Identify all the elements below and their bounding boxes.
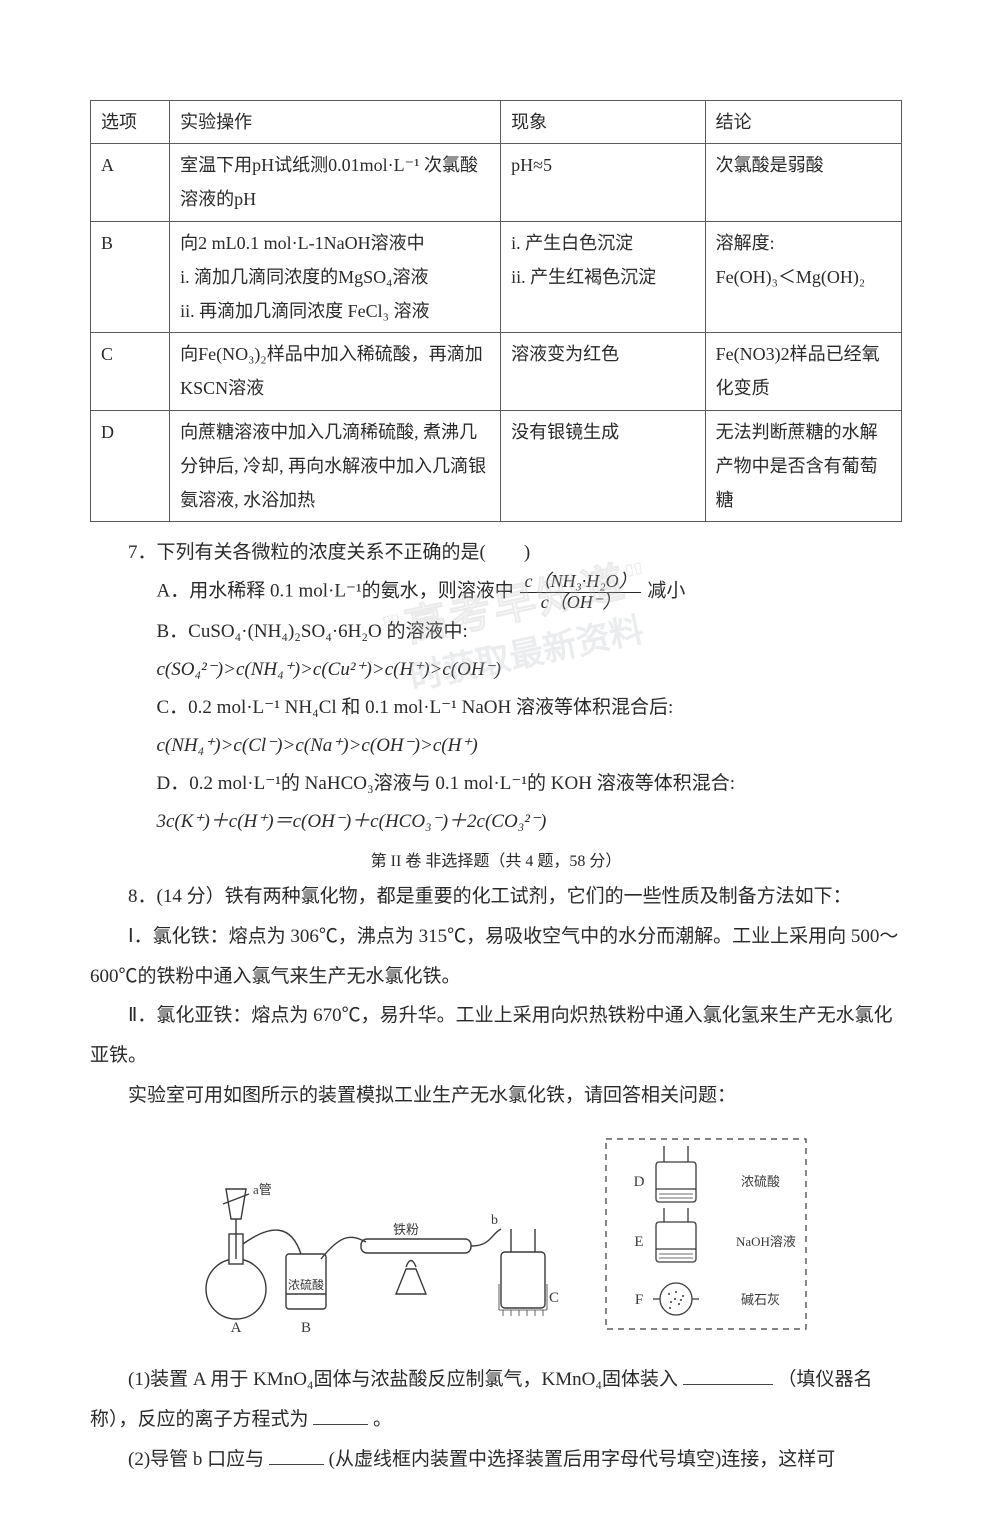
q7-option-d2: 3c(K⁺)＋c(H⁺)＝c(OH⁻)＋c(HCO₃⁻)＋2c(CO₃²⁻) [90, 803, 902, 841]
q8-subquestions: (1)装置 A 用于 KMnO₄固体与浓盐酸反应制氯气，KMnO₄固体装入 （填… [90, 1360, 902, 1480]
q8-sub1-pre: (1)装置 A 用于 KMnO₄固体与浓盐酸反应制氯气，KMnO₄固体装入 [128, 1369, 678, 1390]
cell-option: D [91, 410, 170, 522]
table-row: B向2 mL0.1 mol·L-1NaOH溶液中i. 滴加几滴同浓度的MgSO₄… [91, 221, 902, 333]
label-B: B [301, 1320, 311, 1334]
q7-option-c1: C．0.2 mol·L⁻¹ NH₄Cl 和 0.1 mol·L⁻¹ NaOH 溶… [90, 689, 902, 727]
cell-option: A [91, 144, 170, 221]
q8-sub2-post: (从虚线框内装置中选择装置后用字母代号填空)连接，这样可 [329, 1449, 836, 1470]
label-b: b [491, 1213, 498, 1228]
label-D: D [634, 1174, 645, 1190]
q7-option-d1: D．0.2 mol·L⁻¹的 NaHCO₃溶液与 0.1 mol·L⁻¹的 KO… [90, 765, 902, 803]
q7-option-c2: c(NH₄⁺)>c(Cl⁻)>c(Na⁺)>c(OH⁻)>c(H⁺) [90, 727, 902, 765]
q7-a-post: 减小 [647, 581, 685, 602]
cell-conclusion: 无法判断蔗糖的水解产物中是否含有葡萄糖 [705, 410, 901, 522]
fraction: c（NH₃·H₂O） c（OH⁻） [520, 572, 640, 613]
label-C: C [549, 1290, 559, 1306]
cell-phenomenon: 没有银镜生成 [501, 410, 705, 522]
label-a: a管 [253, 1182, 272, 1197]
frac-den: c（OH⁻） [520, 593, 640, 613]
blank-2 [313, 1405, 368, 1425]
q7-option-b1: B．CuSO₄·(NH₄)₂SO₄·6H₂O 的溶液中: [90, 613, 902, 651]
experiment-table: 选项 实验操作 现象 结论 A室温下用pH试纸测0.01mol·L⁻¹ 次氯酸溶… [90, 100, 902, 522]
q8-sub2: (2)导管 b 口应与 (从虚线框内装置中选择装置后用字母代号填空)连接，这样可 [90, 1440, 902, 1480]
label-iron: 铁粉 [393, 1222, 419, 1237]
th-phenomenon: 现象 [501, 101, 705, 144]
th-option: 选项 [91, 101, 170, 144]
cell-conclusion: Fe(NO3)2样品已经氧化变质 [705, 333, 901, 410]
label-lime: 碱石灰 [741, 1292, 780, 1307]
blank-1 [683, 1365, 773, 1385]
cell-experiment: 向Fe(NO₃)₂样品中加入稀硫酸，再滴加KSCN溶液 [170, 333, 501, 410]
table-row: A室温下用pH试纸测0.01mol·L⁻¹ 次氯酸溶液的pHpH≈5次氯酸是弱酸 [91, 144, 902, 221]
label-h2so4-right: 浓硫酸 [741, 1174, 780, 1189]
question-7: 7．下列有关各微粒的浓度关系不正确的是( ) A．用水稀释 0.1 mol·L⁻… [90, 534, 902, 841]
label-F: F [635, 1292, 643, 1308]
label-E: E [634, 1234, 643, 1250]
th-conclusion: 结论 [705, 101, 901, 144]
apparatus-figure: a管 浓硫酸 铁粉 b [90, 1134, 902, 1334]
table-row: C向Fe(NO₃)₂样品中加入稀硫酸，再滴加KSCN溶液溶液变为红色Fe(NO3… [91, 333, 902, 410]
label-h2so4-left: 浓硫酸 [288, 1277, 324, 1292]
cell-option: C [91, 333, 170, 410]
blank-3 [269, 1445, 324, 1465]
q8-stem: 8．(14 分）铁有两种氯化物，都是重要的化工试剂，它们的一些性质及制备方法如下… [90, 877, 902, 917]
cell-phenomenon: 溶液变为红色 [501, 333, 705, 410]
cell-experiment: 向2 mL0.1 mol·L-1NaOH溶液中i. 滴加几滴同浓度的MgSO₄溶… [170, 221, 501, 333]
q7-stem: 7．下列有关各微粒的浓度关系不正确的是( ) [90, 534, 902, 572]
label-naoh: NaOH溶液 [736, 1234, 796, 1249]
table-row: D向蔗糖溶液中加入几滴稀硫酸, 煮沸几分钟后, 冷却, 再向水解液中加入几滴银氨… [91, 410, 902, 522]
q7-a-pre: A．用水稀释 0.1 mol·L⁻¹的氨水，则溶液中 [157, 581, 514, 602]
q8-p1: Ⅰ．氯化铁：熔点为 306℃，沸点为 315℃，易吸收空气中的水分而潮解。工业上… [90, 917, 902, 997]
cell-phenomenon: i. 产生白色沉淀ii. 产生红褐色沉淀 [501, 221, 705, 333]
q8-sub1-post: 。 [373, 1409, 392, 1430]
cell-option: B [91, 221, 170, 333]
apparatus-right-svg: D 浓硫酸 E NaOH溶液 [601, 1134, 811, 1334]
frac-num: c（NH₃·H₂O） [520, 572, 640, 593]
apparatus-left-svg: a管 浓硫酸 铁粉 b [181, 1134, 571, 1334]
q8-sub2-pre: (2)导管 b 口应与 [128, 1449, 264, 1470]
cell-experiment: 向蔗糖溶液中加入几滴稀硫酸, 煮沸几分钟后, 冷却, 再向水解液中加入几滴银氨溶… [170, 410, 501, 522]
cell-conclusion: 溶解度:Fe(OH)₃＜Mg(OH)₂ [705, 221, 901, 333]
q8-sub1: (1)装置 A 用于 KMnO₄固体与浓盐酸反应制氯气，KMnO₄固体装入 （填… [90, 1360, 902, 1440]
q7-option-b2: c(SO₄²⁻)>c(NH₄⁺)>c(Cu²⁺)>c(H⁺)>c(OH⁻) [90, 651, 902, 689]
th-experiment: 实验操作 [170, 101, 501, 144]
q7-option-a: A．用水稀释 0.1 mol·L⁻¹的氨水，则溶液中 c（NH₃·H₂O） c（… [90, 572, 902, 613]
label-A: A [231, 1320, 242, 1334]
section-2-title: 第 II 卷 非选择题（共 4 题，58 分） [90, 847, 902, 871]
cell-phenomenon: pH≈5 [501, 144, 705, 221]
q8-p2: Ⅱ．氯化亚铁：熔点为 670℃，易升华。工业上采用向炽热铁粉中通入氯化氢来生产无… [90, 996, 902, 1076]
question-8: 8．(14 分）铁有两种氯化物，都是重要的化工试剂，它们的一些性质及制备方法如下… [90, 877, 902, 1116]
q8-p3: 实验室可用如图所示的装置模拟工业生产无水氯化铁，请回答相关问题： [90, 1076, 902, 1116]
cell-conclusion: 次氯酸是弱酸 [705, 144, 901, 221]
cell-experiment: 室温下用pH试纸测0.01mol·L⁻¹ 次氯酸溶液的pH [170, 144, 501, 221]
